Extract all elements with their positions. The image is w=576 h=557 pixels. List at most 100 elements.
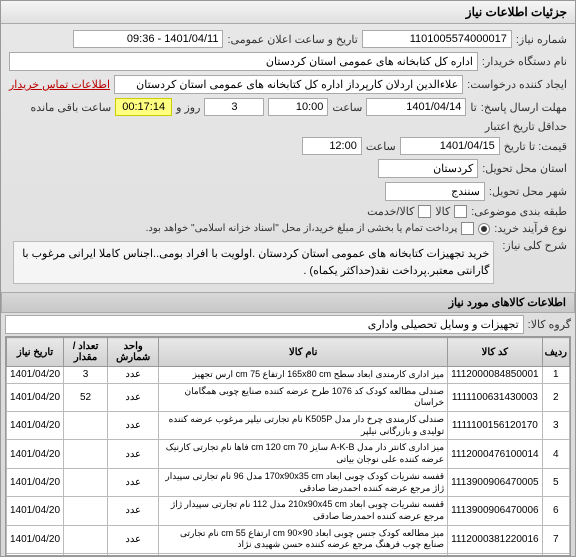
cell-code: 1113900906470006 — [448, 497, 543, 525]
cell-unit: عدد — [108, 383, 159, 411]
cell-date: 1401/04/20 — [7, 367, 64, 384]
items-table: ردیف کد کالا نام کالا واحد شمارش تعداد /… — [6, 337, 570, 556]
kala-checkbox[interactable] — [454, 205, 467, 218]
table-row[interactable]: 71112000381220016میز مطالعه کودک جنس چوب… — [7, 525, 570, 553]
cell-date: 1401/04/20 — [7, 412, 64, 440]
service-label: کالا/خدمت — [367, 205, 414, 218]
process-checkbox[interactable] — [461, 222, 474, 235]
cell-n: 8 — [542, 553, 569, 556]
time-label-2: ساعت — [366, 140, 396, 153]
cell-qty — [64, 412, 108, 440]
cell-code: 1112000084850001 — [448, 367, 543, 384]
cell-code: 1112000476100014 — [448, 440, 543, 468]
city-label: شهر محل تحویل: — [489, 185, 567, 198]
validity-date: 1401/04/15 — [400, 137, 500, 155]
category-field: تجهیزات و وسایل تحصیلی واداری — [5, 315, 524, 334]
col-unit: واحد شمارش — [108, 338, 159, 367]
validity-label2: قیمت: تا تاریخ — [504, 140, 567, 153]
cell-qty — [64, 525, 108, 553]
col-row: ردیف — [542, 338, 569, 367]
table-row[interactable]: 61113900906470006قفسه نشریات چوبی ابعاد … — [7, 497, 570, 525]
process-radio[interactable] — [478, 223, 490, 235]
cell-date: 1401/04/20 — [7, 497, 64, 525]
header-section: شماره نیاز: 1101005574000017 تاریخ و ساع… — [5, 28, 571, 288]
cell-unit: عدد — [108, 440, 159, 468]
overview-box: خرید تجهیزات کتابخانه های عمومی استان کر… — [13, 241, 494, 284]
contact-link[interactable]: اطلاعات تماس خریدار — [9, 78, 110, 91]
category-label: گروه کالا: — [528, 318, 571, 331]
cell-name: میز مطالعه کودک جنس چوبی ابعاد 90×90 cm … — [159, 525, 448, 553]
process-label: نوع فرآیند خرید: — [494, 222, 567, 235]
cell-qty — [64, 440, 108, 468]
deadline-time: 10:00 — [268, 98, 328, 116]
items-header: اطلاعات کالاهای مورد نیاز — [1, 292, 575, 313]
cell-code: 1111100631430003 — [448, 383, 543, 411]
col-qty: تعداد / مقدار — [64, 338, 108, 367]
announce-label: تاریخ و ساعت اعلان عمومی: — [227, 33, 357, 46]
need-number-field: 1101005574000017 — [362, 30, 512, 48]
main-window: جزئیات اطلاعات نیاز شماره نیاز: 11010055… — [0, 0, 576, 557]
cell-n: 6 — [542, 497, 569, 525]
need-number-label: شماره نیاز: — [516, 33, 567, 46]
cell-unit: عدد — [108, 553, 159, 556]
items-table-wrap: ردیف کد کالا نام کالا واحد شمارش تعداد /… — [5, 336, 571, 556]
cell-date: 1401/04/20 — [7, 383, 64, 411]
cell-code: 1113900906470005 — [448, 468, 543, 496]
cell-qty — [64, 468, 108, 496]
group-label: طبقه بندی موضوعی: — [471, 205, 567, 218]
table-row[interactable]: 51113900906470005قفسه نشریات کودک چوبی ا… — [7, 468, 570, 496]
table-row[interactable]: 31111100156120170صندلی کارمندی چرخ دار م… — [7, 412, 570, 440]
table-row[interactable]: 41112000476100014میز اداری کانتر دار مدل… — [7, 440, 570, 468]
cell-code: 1113900381220010 — [448, 553, 543, 556]
deadline-to: تا — [470, 101, 476, 114]
service-checkbox[interactable] — [418, 205, 431, 218]
col-name: نام کالا — [159, 338, 448, 367]
cell-n: 2 — [542, 383, 569, 411]
cell-unit: عدد — [108, 367, 159, 384]
cell-n: 3 — [542, 412, 569, 440]
creator-field: علاءالدین اردلان کارپرداز اداره کل کتابخ… — [114, 75, 463, 94]
cell-name: قفسه نشریات کودک چوبی ابعاد 170x90x35 cm… — [159, 468, 448, 496]
deadline-label: مهلت ارسال پاسخ: — [481, 101, 567, 114]
validity-time: 12:00 — [302, 137, 362, 155]
cell-n: 4 — [542, 440, 569, 468]
days-field: 3 — [204, 98, 264, 116]
window-title: جزئیات اطلاعات نیاز — [1, 1, 575, 24]
buyer-label: نام دستگاه خریدار: — [482, 55, 567, 68]
deadline-date: 1401/04/14 — [366, 98, 466, 116]
cell-date: 1401/04/20 — [7, 525, 64, 553]
table-row[interactable]: 11112000084850001میز اداری کارمندی ابعاد… — [7, 367, 570, 384]
province-field: کردستان — [378, 159, 478, 178]
time-label-1: ساعت — [332, 101, 362, 114]
cell-n: 5 — [542, 468, 569, 496]
cell-n: 1 — [542, 367, 569, 384]
cell-unit: عدد — [108, 412, 159, 440]
cell-unit: عدد — [108, 497, 159, 525]
table-row[interactable]: 21111100631430003صندلی مطالعه کودک کد 10… — [7, 383, 570, 411]
col-code: کد کالا — [448, 338, 543, 367]
cell-name: صندلی کارمندی چرخ دار مدل K505P نام تجار… — [159, 412, 448, 440]
table-row[interactable]: 81113900381220010قفسه کتاب کودک جنس چوب … — [7, 553, 570, 556]
cell-qty: 52 — [64, 383, 108, 411]
col-date: تاریخ نیاز — [7, 338, 64, 367]
cell-name: قفسه نشریات چوبی ابعاد 210x90x45 cm مدل … — [159, 497, 448, 525]
cell-unit: عدد — [108, 525, 159, 553]
process-text: پرداخت تمام یا بخشی از مبلغ خرید،از محل … — [146, 223, 458, 234]
remaining-label: ساعت باقی مانده — [31, 101, 112, 114]
announce-field: 1401/04/11 - 09:36 — [73, 30, 223, 48]
cell-date: 1401/04/20 — [7, 553, 64, 556]
city-field: سنندج — [385, 182, 485, 201]
cell-name: میز اداری کارمندی ابعاد سطح 165x80 cm ار… — [159, 367, 448, 384]
cell-date: 1401/04/20 — [7, 468, 64, 496]
cell-code: 1111100156120170 — [448, 412, 543, 440]
province-label: استان محل تحویل: — [482, 162, 567, 175]
kala-label: کالا — [435, 205, 450, 218]
cell-name: صندلی مطالعه کودک کد 1076 طرح عرضه کننده… — [159, 383, 448, 411]
cell-qty: 3 — [64, 367, 108, 384]
cell-date: 1401/04/20 — [7, 440, 64, 468]
countdown-timer: 00:17:14 — [115, 98, 172, 116]
overview-label: شرح کلی نیاز: — [502, 239, 567, 252]
validity-label: حداقل تاریخ اعتبار — [485, 120, 567, 133]
buyer-field: اداره کل کتابخانه های عمومی استان کردستا… — [9, 52, 478, 71]
cell-n: 7 — [542, 525, 569, 553]
